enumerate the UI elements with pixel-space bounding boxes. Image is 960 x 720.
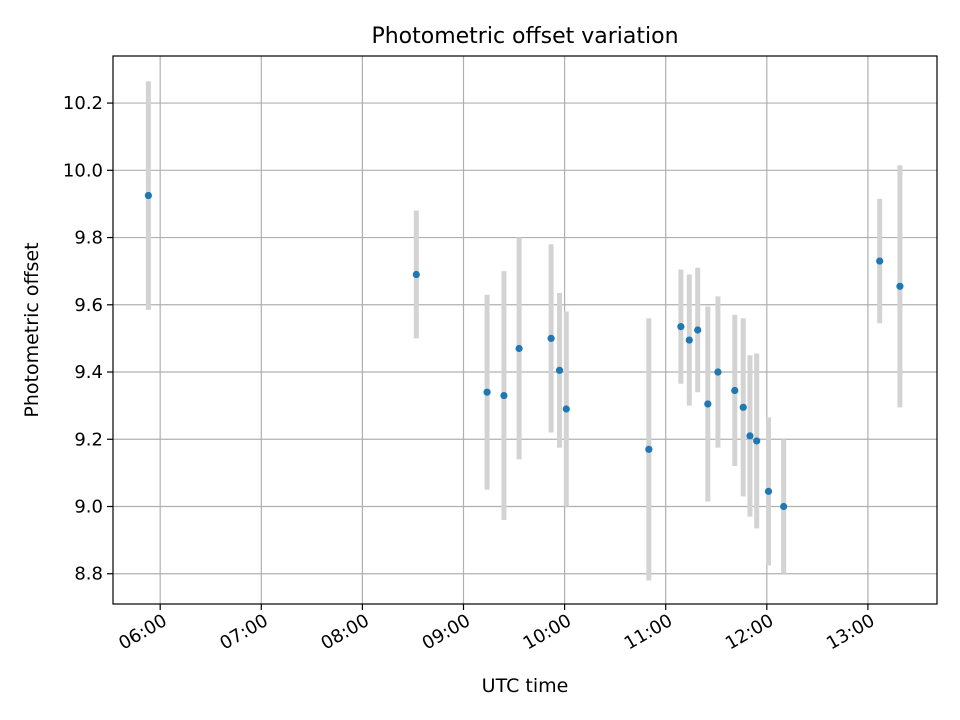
data-point	[764, 487, 773, 495]
data-point	[515, 344, 523, 353]
data-point	[876, 257, 884, 265]
data-point	[547, 334, 555, 343]
x-tick-label: 07:00	[216, 610, 271, 654]
y-tick-label: 10.0	[63, 160, 103, 181]
x-tick-label: 08:00	[317, 610, 372, 654]
x-tick-label: 13:00	[823, 610, 878, 654]
data-point	[739, 403, 747, 411]
data-point	[562, 405, 570, 413]
data-point	[412, 270, 420, 279]
data-point	[753, 437, 761, 445]
y-tick-label: 10.2	[63, 93, 103, 114]
data-point	[780, 502, 788, 511]
x-tick-label: 11:00	[621, 610, 676, 654]
data-point	[555, 366, 564, 374]
y-tick-label: 9.4	[74, 362, 103, 383]
data-point	[685, 336, 693, 344]
data-point	[896, 282, 904, 290]
plot-area-frame	[112, 55, 938, 605]
data-points	[144, 191, 904, 511]
data-point	[483, 388, 491, 396]
x-tick-label: 10:00	[520, 610, 575, 654]
data-point	[677, 323, 685, 331]
x-tick-label: 12:00	[722, 610, 777, 654]
x-tick-label: 06:00	[115, 610, 170, 654]
x-axis-label: UTC time	[482, 675, 569, 697]
y-tick-label: 9.8	[74, 228, 103, 249]
data-point	[694, 326, 702, 334]
data-point	[714, 368, 722, 376]
y-axis-label: Photometric offset	[21, 242, 43, 417]
y-tick-label: 8.8	[74, 564, 103, 585]
y-tick-label: 9.2	[74, 429, 103, 450]
data-point	[144, 191, 152, 200]
grid	[113, 56, 937, 604]
x-tick-label: 09:00	[419, 610, 474, 654]
data-point	[500, 391, 508, 400]
y-tick-label: 9.6	[74, 295, 103, 316]
y-tick-label: 9.0	[74, 497, 103, 518]
data-point	[704, 400, 712, 408]
data-point	[645, 445, 653, 453]
data-point	[746, 432, 754, 440]
chart-title: Photometric offset variation	[371, 24, 678, 49]
data-point	[731, 386, 739, 395]
